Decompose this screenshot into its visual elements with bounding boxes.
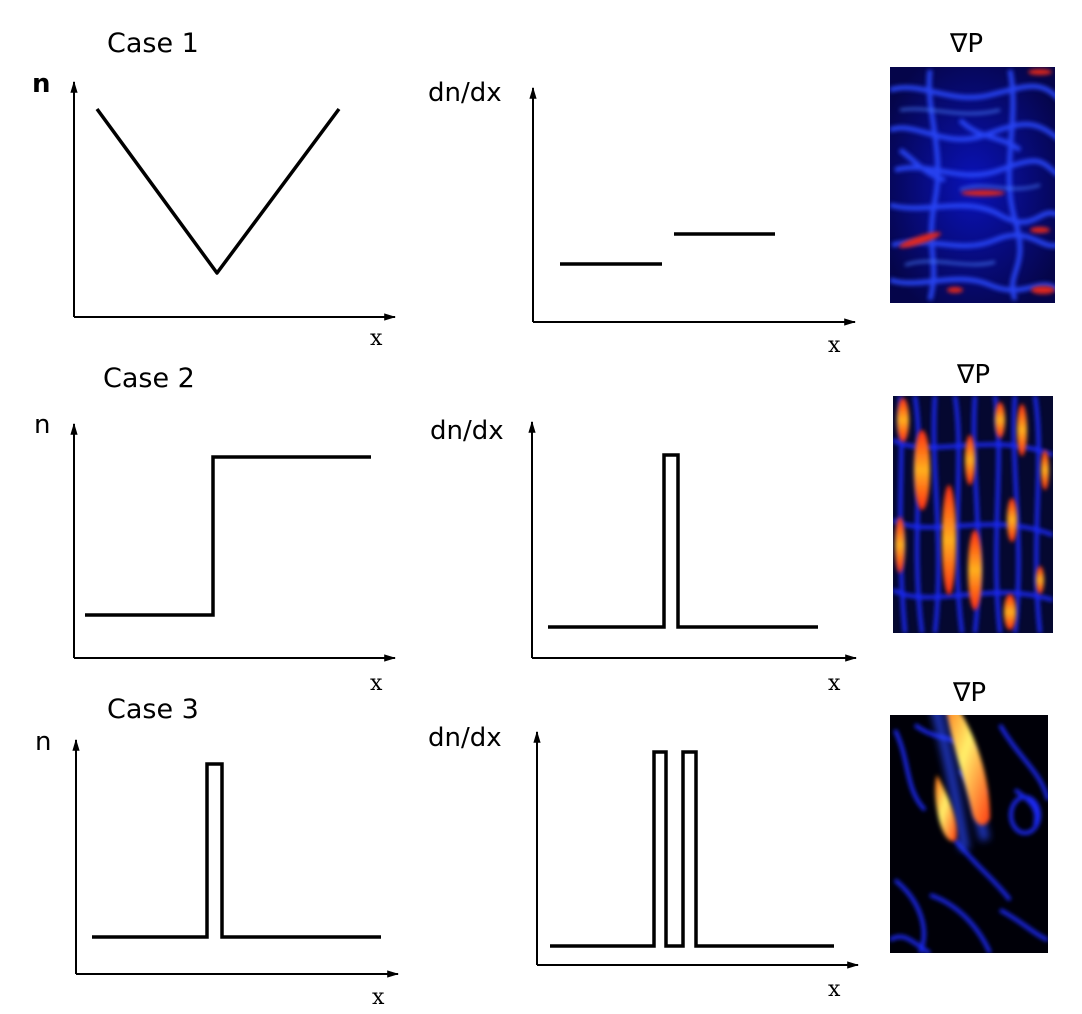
n-profile-curve xyxy=(85,455,371,617)
case-2-title: Case 2 xyxy=(103,363,195,394)
y-axis-label: dn/dx xyxy=(428,723,502,753)
case-3-gradient-title: ∇P xyxy=(952,678,986,708)
case-1-row: Case 1 n x dn/dx x ∇P xyxy=(32,28,1055,358)
derivative-double-pulse xyxy=(550,750,834,948)
n-profile-curve xyxy=(92,762,381,939)
x-axis-label: x xyxy=(828,671,841,696)
case-1-gradient-map xyxy=(890,67,1055,303)
case-1-gradient-title: ∇P xyxy=(949,29,983,59)
case-3-n-plot: n x xyxy=(35,727,400,1010)
x-axis-label: x xyxy=(828,977,841,1002)
y-axis-label: n xyxy=(34,410,50,440)
case-3-row: Case 3 n x dn/dx x ∇P xyxy=(35,678,1048,1010)
x-axis-label: x xyxy=(828,333,841,358)
case-2-n-plot: n x xyxy=(34,410,397,696)
y-axis-label: dn/dx xyxy=(430,416,504,446)
case-2-gradient-map xyxy=(893,396,1053,633)
x-axis-label: x xyxy=(372,985,385,1010)
x-axis-label: x xyxy=(370,326,383,351)
case-2-derivative-plot: dn/dx x xyxy=(430,416,858,696)
derivative-pulse xyxy=(548,453,818,629)
case-2-gradient-title: ∇P xyxy=(956,360,990,390)
case-3-gradient-map xyxy=(890,715,1048,953)
case-1-derivative-plot: dn/dx x xyxy=(428,78,857,358)
y-axis-label: n xyxy=(35,727,51,757)
case-1-title: Case 1 xyxy=(107,28,199,59)
case-3-derivative-plot: dn/dx x xyxy=(428,723,860,1002)
y-axis-label: dn/dx xyxy=(428,78,502,108)
case-3-title: Case 3 xyxy=(107,694,199,725)
n-profile-curve xyxy=(95,107,341,275)
y-axis-label: n xyxy=(32,69,51,99)
case-2-row: Case 2 n x dn/dx x ∇P xyxy=(34,360,1053,696)
case-1-n-plot: n x xyxy=(32,69,397,351)
x-axis-label: x xyxy=(370,671,383,696)
